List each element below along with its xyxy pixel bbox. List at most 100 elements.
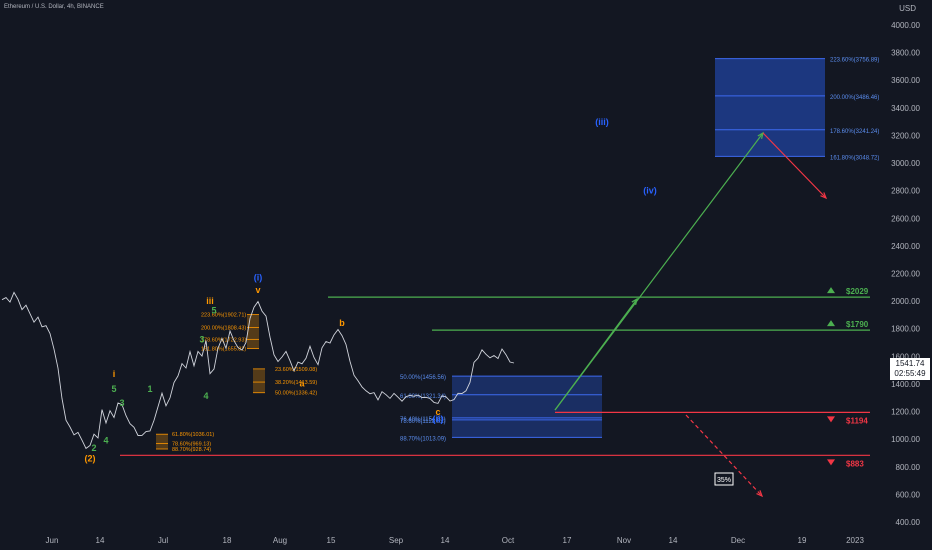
level-arrow bbox=[827, 416, 835, 423]
wave-label: 3 bbox=[119, 398, 124, 408]
wave-label: (iv) bbox=[643, 185, 657, 195]
x-tick-label: Aug bbox=[273, 536, 287, 545]
currency-label: USD bbox=[899, 4, 916, 13]
fib-target-label: 161.80%(3048.72) bbox=[830, 155, 879, 161]
wave-label: v bbox=[255, 285, 260, 295]
fib-small-mid-label: 38.20%(1413.59) bbox=[275, 380, 317, 386]
y-tick-label: 2400.00 bbox=[891, 242, 920, 251]
fib-retrace-label: 78.60%(1128.82) bbox=[400, 419, 446, 425]
wave-label: b bbox=[339, 318, 345, 328]
fib-small-low-label: 88.70%(928.74) bbox=[172, 447, 211, 453]
last-price: 1541.74 bbox=[895, 359, 925, 368]
projection-bear bbox=[685, 414, 763, 497]
price-series-line bbox=[1, 291, 515, 450]
fib-small-low-label: 78.60%(969.13) bbox=[172, 441, 211, 447]
level-label: $883 bbox=[846, 459, 864, 468]
fib-target-label: 178.60%(3241.24) bbox=[830, 129, 879, 135]
x-tick-label: Oct bbox=[502, 536, 515, 545]
fib-retrace-label: 76.40%(1154.03) bbox=[400, 417, 446, 423]
fib-small-mid-box bbox=[253, 368, 265, 393]
fib-small-low-box bbox=[156, 434, 168, 450]
fib-small-mid-label: 23.60%(1509.08) bbox=[275, 367, 317, 373]
fib-small-upper-label: 178.60%(1722.93) bbox=[201, 337, 246, 343]
x-tick-label: 17 bbox=[563, 536, 572, 545]
wave-label: 1 bbox=[147, 384, 152, 394]
y-tick-label: 1400.00 bbox=[891, 380, 920, 389]
x-tick-label: 14 bbox=[669, 536, 678, 545]
last-price-tag: 1541.74 02:55:49 bbox=[890, 358, 930, 380]
fib-retrace-label: 61.80%(1321.34) bbox=[400, 394, 446, 400]
wave-label: iii bbox=[206, 296, 214, 306]
fib-retrace-zone bbox=[452, 376, 602, 438]
level-arrow bbox=[827, 459, 835, 466]
y-tick-label: 800.00 bbox=[896, 463, 921, 472]
wave-label: 4 bbox=[203, 391, 208, 401]
y-tick-label: 600.00 bbox=[896, 490, 921, 499]
y-tick-label: 2600.00 bbox=[891, 214, 920, 223]
fib-target-label: 200.00%(3486.46) bbox=[830, 95, 879, 101]
wave-label: 3 bbox=[199, 335, 204, 345]
fib-target-zone bbox=[715, 58, 825, 157]
x-tick-label: 14 bbox=[441, 536, 450, 545]
fib-small-upper-box bbox=[247, 314, 259, 349]
y-tick-label: 4000.00 bbox=[891, 21, 920, 30]
wave-label: 5 bbox=[211, 306, 216, 316]
fib-small-upper-label: 200.00%(1808.43) bbox=[201, 326, 246, 332]
wave-label: 4 bbox=[103, 435, 108, 445]
fib-small-upper-label: 161.80%(1655.82) bbox=[201, 347, 246, 353]
x-tick-label: 2023 bbox=[846, 536, 864, 545]
fib-target-label: 223.60%(3756.89) bbox=[830, 58, 879, 64]
y-tick-label: 1600.00 bbox=[891, 352, 920, 361]
y-tick-label: 2000.00 bbox=[891, 297, 920, 306]
y-tick-label: 3600.00 bbox=[891, 76, 920, 85]
x-tick-label: Jun bbox=[46, 536, 59, 545]
fib-retrace-label: 50.00%(1456.56) bbox=[400, 375, 446, 381]
projection-down bbox=[762, 132, 827, 199]
y-tick-label: 1200.00 bbox=[891, 408, 920, 417]
wave-label: (2) bbox=[85, 453, 96, 463]
y-tick-label: 3000.00 bbox=[891, 159, 920, 168]
wave-label: (i) bbox=[254, 272, 263, 282]
x-tick-label: 18 bbox=[223, 536, 232, 545]
projection-up-2 bbox=[554, 132, 764, 411]
wave-label: 5 bbox=[111, 384, 116, 394]
x-tick-label: Nov bbox=[617, 536, 631, 545]
wave-label: a bbox=[299, 379, 305, 389]
symbol-header: Ethereum / U.S. Dollar, 4h, BINANCE bbox=[4, 4, 104, 10]
wave-label: (iii) bbox=[595, 117, 609, 127]
y-tick-label: 400.00 bbox=[896, 518, 921, 527]
wave-label: i bbox=[113, 369, 116, 379]
level-label: $1194 bbox=[846, 416, 868, 425]
wave-label: 2 bbox=[91, 443, 96, 453]
y-tick-label: 3800.00 bbox=[891, 49, 920, 58]
y-tick-label: 2800.00 bbox=[891, 187, 920, 196]
y-tick-label: 3400.00 bbox=[891, 104, 920, 113]
projection-label: 35% bbox=[717, 477, 731, 484]
projection-down-head bbox=[820, 192, 828, 200]
projection-box bbox=[714, 472, 734, 486]
y-tick-label: 1800.00 bbox=[891, 325, 920, 334]
y-tick-label: 3200.00 bbox=[891, 131, 920, 140]
fib-small-mid-label: 50.00%(1336.42) bbox=[275, 391, 317, 397]
x-tick-label: Dec bbox=[731, 536, 745, 545]
x-tick-label: 14 bbox=[96, 536, 105, 545]
y-tick-label: 1000.00 bbox=[891, 435, 920, 444]
wave-label: c bbox=[435, 407, 440, 417]
projection-bear-head bbox=[756, 490, 764, 498]
x-tick-label: 19 bbox=[798, 536, 807, 545]
x-tick-label: Sep bbox=[389, 536, 404, 545]
wave-label: (ii) bbox=[433, 414, 444, 424]
level-label: $1790 bbox=[846, 320, 869, 329]
level-label: $2029 bbox=[846, 287, 869, 296]
fib-small-upper-label: 223.60%(1902.71) bbox=[201, 313, 246, 319]
level-arrow bbox=[827, 320, 835, 327]
x-tick-label: Jul bbox=[158, 536, 168, 545]
x-tick-label: 15 bbox=[327, 536, 336, 545]
fib-retrace-label: 88.70%(1013.09) bbox=[400, 436, 446, 442]
fib-small-low-label: 61.80%(1036.01) bbox=[172, 432, 214, 438]
level-arrow bbox=[827, 287, 835, 294]
countdown: 02:55:49 bbox=[894, 369, 926, 378]
y-tick-label: 2200.00 bbox=[891, 270, 920, 279]
